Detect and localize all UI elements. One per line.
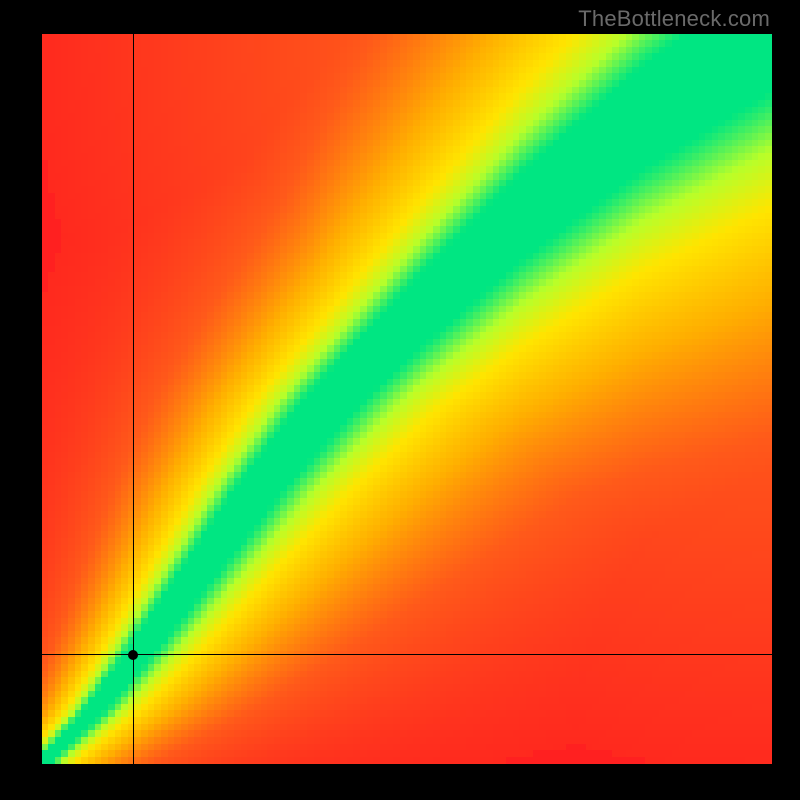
crosshair-horizontal bbox=[42, 654, 772, 655]
watermark-text: TheBottleneck.com bbox=[578, 6, 770, 32]
heatmap-plot-area bbox=[42, 34, 772, 764]
crosshair-marker-dot bbox=[128, 650, 138, 660]
chart-container: { "watermark": "TheBottleneck.com", "can… bbox=[0, 0, 800, 800]
